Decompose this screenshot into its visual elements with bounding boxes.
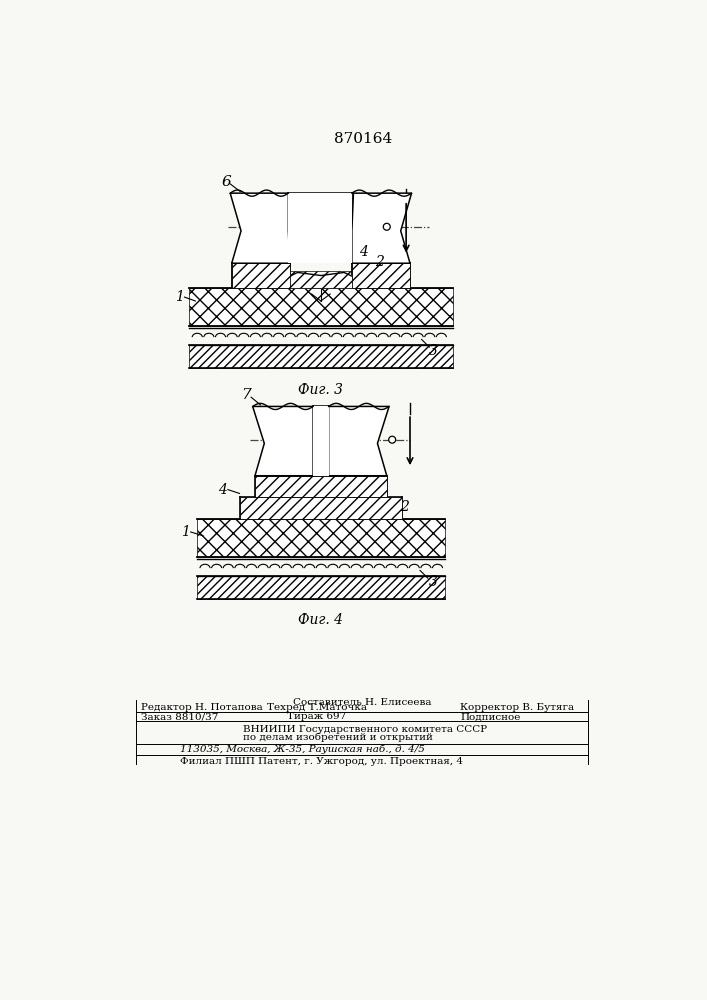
Text: Техред Т.Маточка: Техред Т.Маточка — [267, 703, 367, 712]
Text: 1: 1 — [175, 290, 185, 304]
Bar — [197, 576, 445, 599]
Bar — [189, 345, 452, 368]
Text: Корректор В. Бутяга: Корректор В. Бутяга — [460, 703, 575, 712]
Text: 2: 2 — [375, 255, 383, 269]
Polygon shape — [279, 272, 363, 288]
Text: 3: 3 — [429, 344, 438, 358]
Bar — [240, 497, 402, 519]
Text: 2: 2 — [400, 500, 409, 514]
Text: 4: 4 — [359, 245, 368, 259]
Text: 870164: 870164 — [334, 132, 392, 146]
Circle shape — [389, 436, 396, 443]
Text: Составитель Н. Елисеева: Составитель Н. Елисеева — [293, 698, 432, 707]
Bar — [232, 263, 290, 288]
Bar — [313, 406, 329, 476]
Polygon shape — [352, 193, 411, 263]
Bar — [255, 476, 387, 497]
Bar — [288, 193, 352, 263]
Text: Заказ 8810/37: Заказ 8810/37 — [141, 712, 218, 721]
Bar — [286, 271, 356, 288]
Text: Фиг. 3: Фиг. 3 — [298, 382, 344, 396]
Text: Фиг. 4: Фиг. 4 — [298, 613, 344, 628]
Text: Тираж 697: Тираж 697 — [287, 712, 346, 721]
Bar — [352, 263, 410, 288]
Polygon shape — [252, 406, 313, 476]
Text: 113035, Москва, Ж-35, Раушская наб., д. 4/5: 113035, Москва, Ж-35, Раушская наб., д. … — [180, 744, 425, 754]
Circle shape — [383, 223, 390, 230]
Text: Редактор Н. Потапова: Редактор Н. Потапова — [141, 703, 263, 712]
Polygon shape — [329, 406, 389, 476]
Text: ВНИИПИ Государственного комитета СССР: ВНИИПИ Государственного комитета СССР — [243, 725, 488, 734]
Text: Филиал ПШП Патент, г. Ужгород, ул. Проектная, 4: Филиал ПШП Патент, г. Ужгород, ул. Проек… — [180, 757, 463, 766]
Polygon shape — [230, 193, 290, 263]
Bar — [197, 519, 445, 557]
Text: 3: 3 — [429, 575, 438, 589]
Bar — [189, 288, 452, 326]
Text: по делам изобретений и открытий: по делам изобретений и открытий — [243, 733, 433, 742]
Text: Подписное: Подписное — [460, 712, 521, 721]
Text: 7: 7 — [242, 388, 252, 402]
Text: 6: 6 — [221, 175, 231, 189]
Text: 1: 1 — [181, 525, 189, 539]
Text: 4: 4 — [218, 483, 227, 497]
